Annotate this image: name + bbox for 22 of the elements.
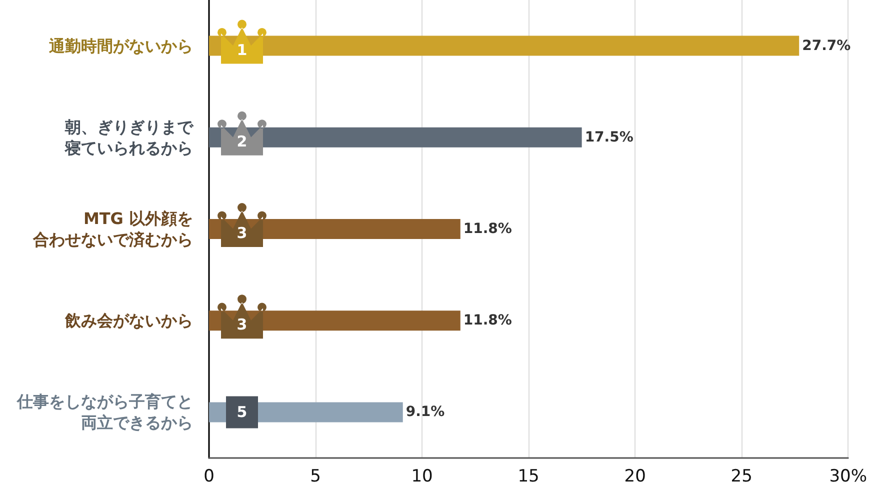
x-tick-label: 0 [204,466,214,486]
x-tick-label: 30% [829,466,868,486]
y-tick-label: MTG 以外顔を合わせないで済むから [32,209,193,249]
x-tick-label: 25 [730,466,752,486]
data-label: 11.8% [463,312,512,329]
annotation: 5 [236,403,248,422]
annotation: 2 [236,132,248,150]
y-tick-label: 朝、ぎりぎりまで寝ていられるから [64,117,194,158]
data-label: 27.7% [802,38,851,54]
annotation: 3 [236,224,248,242]
data-label: 11.8% [463,221,512,237]
y-tick-label: 飲み会がないから [64,311,193,330]
annotation: 1 [236,40,248,59]
y-tick-label: 通勤時間がないから [48,36,193,56]
x-tick-label: 5 [310,466,321,486]
data-label: 17.5% [584,129,634,146]
annotation: 3 [236,316,248,334]
y-tick-label: 仕事をしながら子育てと両立できるから [16,392,193,432]
data-label: 9.1% [406,404,445,420]
x-tick-label: 15 [518,466,540,486]
x-tick-label: 10 [411,466,433,486]
x-tick-label: 20 [624,466,646,486]
